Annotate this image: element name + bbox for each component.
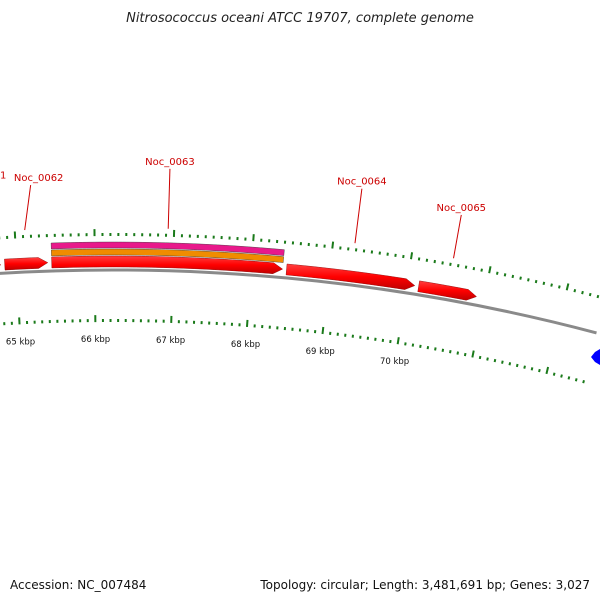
feature-bar-pink xyxy=(50,241,285,256)
outer-tick xyxy=(410,252,414,260)
kbp-label: 68 kbp xyxy=(231,340,260,350)
gene-labels: Noc_0061 Noc_0062 Noc_0063 Noc_0064 Noc_0065 xyxy=(0,157,487,259)
inner-tick xyxy=(545,366,550,375)
outer-tick xyxy=(331,241,335,249)
map-title: Nitrosococcus oceani ATCC 19707, complet… xyxy=(126,11,474,26)
inner-tick xyxy=(245,319,249,327)
inner-tick xyxy=(538,368,541,373)
outer-tick xyxy=(464,265,468,269)
blue-feature xyxy=(591,349,600,365)
outer-tick xyxy=(588,292,592,297)
inner-tick xyxy=(582,380,585,384)
inner-tick xyxy=(574,378,578,382)
blue-gene-arrow xyxy=(591,349,600,365)
feature-bars xyxy=(50,241,285,263)
outer-tick xyxy=(534,279,538,284)
inner-tick xyxy=(321,326,325,335)
inner-tick xyxy=(530,367,534,371)
gene-label: Noc_0061 xyxy=(0,170,6,181)
gene-arrow xyxy=(4,257,49,271)
outer-tick xyxy=(480,268,483,272)
outer-tick xyxy=(456,264,460,268)
inner-tick xyxy=(567,376,571,380)
gene-arrows xyxy=(0,255,477,301)
outer-tick xyxy=(519,276,522,280)
kbp-label: 69 kbp xyxy=(306,347,335,357)
kbp-label: 65 kbp xyxy=(6,337,35,347)
gene-arrow xyxy=(417,280,477,301)
outer-tick xyxy=(565,283,570,291)
inner-tick xyxy=(501,360,504,364)
inner-tick xyxy=(396,337,400,345)
inner-tick xyxy=(508,362,512,366)
inner-tick xyxy=(426,346,430,350)
gene-label: Noc_0064 xyxy=(337,177,387,188)
feature-bar-orange xyxy=(51,248,284,263)
outer-tick xyxy=(527,278,530,282)
outer-tick xyxy=(495,271,499,275)
inner-tick xyxy=(486,357,489,361)
inner-tick xyxy=(523,365,526,369)
inner-tick xyxy=(560,374,563,378)
outer-tick xyxy=(573,288,577,293)
inner-tick xyxy=(493,358,497,363)
outer-tick xyxy=(503,273,507,277)
outer-tick xyxy=(550,283,553,287)
outer-tick xyxy=(252,234,255,242)
inner-tick xyxy=(515,363,519,368)
gene-arrow xyxy=(0,264,2,266)
outer-tick xyxy=(441,261,444,265)
inner-tick xyxy=(419,344,422,349)
outer-tick xyxy=(542,281,546,286)
inner-tick xyxy=(478,355,482,360)
outer-tick xyxy=(511,274,515,279)
inner-tick xyxy=(434,347,437,351)
inner-tick xyxy=(471,350,475,358)
inner-tick xyxy=(463,352,467,357)
outer-tick xyxy=(558,285,561,289)
inner-tick xyxy=(456,351,460,355)
genome-backbone xyxy=(0,268,597,335)
gene-arrow xyxy=(51,255,284,274)
inner-tick xyxy=(449,350,452,354)
outer-tick xyxy=(488,266,492,274)
inner-tick xyxy=(552,372,556,376)
outer-tick xyxy=(472,266,476,271)
kbp-label: 67 kbp xyxy=(156,336,185,346)
genome-summary-text: Topology: circular; Length: 3,481,691 bp… xyxy=(260,578,590,592)
gene-label: Noc_0063 xyxy=(145,157,195,168)
kbp-label: 66 kbp xyxy=(81,335,110,345)
accession-text: Accession: NC_007484 xyxy=(10,578,147,592)
gene-arrow xyxy=(285,263,416,290)
outer-tick xyxy=(596,294,600,299)
kbp-label: 70 kbp xyxy=(380,357,409,367)
inner-tick xyxy=(441,348,445,352)
outer-tick xyxy=(433,259,436,264)
outer-tick xyxy=(581,290,584,295)
outer-tick xyxy=(449,262,452,266)
outer-tick-ring xyxy=(0,229,600,299)
gene-label: Noc_0065 xyxy=(437,203,487,214)
gene-label: Noc_0062 xyxy=(14,173,64,184)
inner-tick-ring xyxy=(3,315,585,384)
